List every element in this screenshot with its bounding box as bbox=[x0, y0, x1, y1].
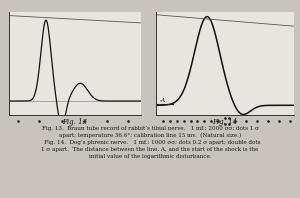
Text: Fig. 13: Fig. 13 bbox=[62, 118, 88, 126]
Text: -A: -A bbox=[160, 98, 166, 103]
Text: Fig. 14: Fig. 14 bbox=[212, 118, 238, 126]
Text: Fig. 13.  Braun tube record of rabbit’s tibial nerve.   1 mf.; 2000 σσ; dots 1 σ: Fig. 13. Braun tube record of rabbit’s t… bbox=[39, 126, 261, 159]
